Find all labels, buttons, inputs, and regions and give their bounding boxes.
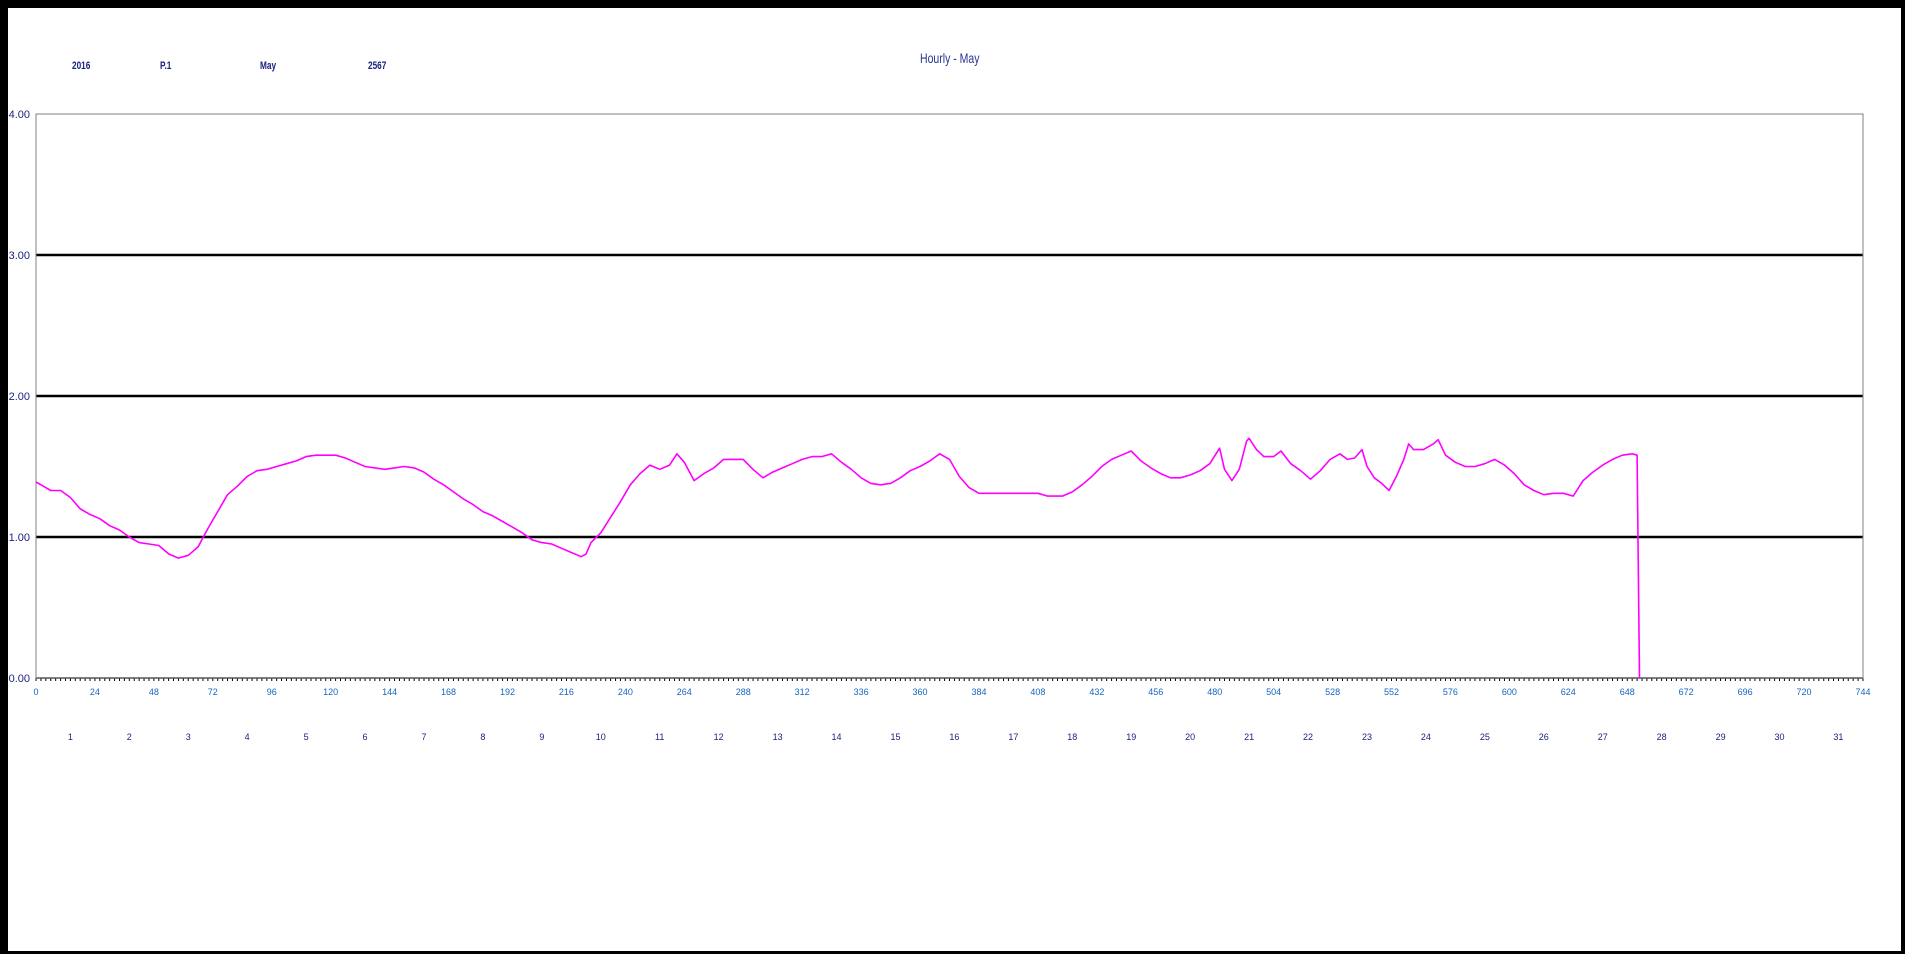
x-tick-label: 216 xyxy=(559,687,574,697)
x-tick-label: 720 xyxy=(1797,687,1812,697)
x-tick-label: 48 xyxy=(149,687,159,697)
x-tick-label: 144 xyxy=(382,687,397,697)
x-tick-label: 744 xyxy=(1855,687,1870,697)
day-label: 22 xyxy=(1303,732,1313,742)
day-label: 13 xyxy=(773,732,783,742)
y-tick-label: 0.00 xyxy=(9,673,30,685)
series-line-0 xyxy=(35,437,1641,679)
day-label: 31 xyxy=(1833,732,1843,742)
x-tick-label: 336 xyxy=(854,687,869,697)
gridlines xyxy=(35,114,1864,681)
day-label: 10 xyxy=(596,732,606,742)
day-label: 19 xyxy=(1126,732,1136,742)
header-field-2: P.1 xyxy=(160,60,172,72)
day-label: 4 xyxy=(245,732,250,742)
x-axis-ticks: 0 24 48 72 96 120 144 168 192 216 240 264 288 312 336 3… xyxy=(33,687,1870,697)
x-tick-label: 408 xyxy=(1030,687,1045,697)
day-label: 21 xyxy=(1244,732,1254,742)
day-label: 6 xyxy=(363,732,368,742)
x-tick-label: 504 xyxy=(1266,687,1281,697)
series-layer xyxy=(35,437,1641,679)
x-tick-label: 192 xyxy=(500,687,515,697)
day-label: 25 xyxy=(1480,732,1490,742)
y-tick-label: 2.00 xyxy=(9,391,30,403)
x-tick-label: 264 xyxy=(677,687,692,697)
plot-area-border xyxy=(35,113,1864,679)
day-label: 9 xyxy=(539,732,544,742)
x-tick-label: 672 xyxy=(1679,687,1694,697)
day-labels: 1 2 3 4 5 6 7 8 9 10 11 12 13 14 15 16 17 18 19 20 21 22 23 24 2… xyxy=(68,732,1844,742)
day-label: 14 xyxy=(832,732,842,742)
day-label: 1 xyxy=(68,732,73,742)
day-label: 15 xyxy=(890,732,900,742)
x-tick-label: 96 xyxy=(267,687,277,697)
header-field-4: 2567 xyxy=(368,60,387,72)
x-tick-label: 120 xyxy=(323,687,338,697)
y-axis-ticks: 0.00 1.00 2.00 3.00 4.00 xyxy=(9,109,30,685)
day-label: 24 xyxy=(1421,732,1431,742)
x-tick-label: 624 xyxy=(1561,687,1576,697)
header-field-1: 2016 xyxy=(72,60,91,72)
x-tick-label: 72 xyxy=(208,687,218,697)
x-tick-label: 456 xyxy=(1148,687,1163,697)
day-label: 2 xyxy=(127,732,132,742)
x-tick-label: 312 xyxy=(795,687,810,697)
day-label: 12 xyxy=(714,732,724,742)
x-tick-label: 360 xyxy=(913,687,928,697)
day-label: 5 xyxy=(304,732,309,742)
y-tick-label: 1.00 xyxy=(9,532,30,544)
x-tick-label: 648 xyxy=(1620,687,1635,697)
day-label: 26 xyxy=(1539,732,1549,742)
day-label: 29 xyxy=(1716,732,1726,742)
x-tick-label: 576 xyxy=(1443,687,1458,697)
x-tick-label: 432 xyxy=(1089,687,1104,697)
x-tick-label: 600 xyxy=(1502,687,1517,697)
x-tick-label: 384 xyxy=(971,687,986,697)
day-label: 30 xyxy=(1775,732,1785,742)
day-label: 20 xyxy=(1185,732,1195,742)
day-label: 27 xyxy=(1598,732,1608,742)
chart-title: Hourly - May xyxy=(920,50,980,66)
day-label: 8 xyxy=(480,732,485,742)
y-tick-label: 3.00 xyxy=(9,250,30,262)
day-label: 7 xyxy=(421,732,426,742)
x-tick-label: 24 xyxy=(90,687,100,697)
day-label: 3 xyxy=(186,732,191,742)
x-tick-label: 288 xyxy=(736,687,751,697)
day-label: 17 xyxy=(1008,732,1018,742)
y-tick-label: 4.00 xyxy=(9,109,30,121)
day-label: 23 xyxy=(1362,732,1372,742)
x-tick-label: 0 xyxy=(33,687,38,697)
x-tick-label: 480 xyxy=(1207,687,1222,697)
day-label: 18 xyxy=(1067,732,1077,742)
chart-frame: 2016 P.1 May 2567 Hourly - May 0.00 1.00 2… xyxy=(8,8,1901,951)
day-label: 11 xyxy=(655,732,664,742)
day-label: 16 xyxy=(949,732,959,742)
x-tick-label: 168 xyxy=(441,687,456,697)
header-field-3: May xyxy=(260,60,277,72)
x-tick-label: 552 xyxy=(1384,687,1399,697)
x-tick-label: 528 xyxy=(1325,687,1340,697)
x-tick-label: 696 xyxy=(1738,687,1753,697)
day-label: 28 xyxy=(1657,732,1667,742)
x-tick-label: 240 xyxy=(618,687,633,697)
chart-plot: 0.001.002.003.004.00 0 24 48 72 96 120 144 168 1… xyxy=(9,109,1871,742)
